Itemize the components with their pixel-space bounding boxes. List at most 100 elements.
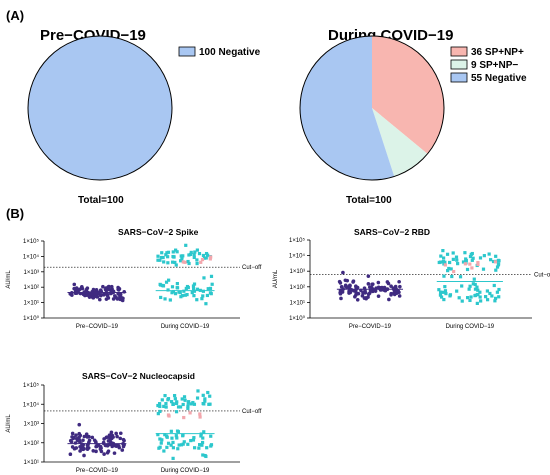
data-point: [195, 248, 199, 252]
data-point: [493, 260, 498, 264]
pie-total-pre-covid: Total=100: [78, 195, 124, 206]
data-point: [397, 279, 401, 284]
y-tick-label: 1×10⁵: [23, 238, 40, 245]
data-point: [69, 439, 74, 444]
panel-label-b: (B): [6, 206, 24, 221]
data-point: [438, 293, 443, 297]
data-point: [174, 434, 178, 438]
data-point: [446, 269, 450, 273]
data-point: [496, 263, 501, 267]
data-point: [72, 286, 76, 291]
data-point: [156, 254, 160, 258]
data-point: [209, 274, 214, 278]
data-point: [448, 260, 452, 265]
data-point: [94, 441, 98, 445]
data-point: [183, 398, 187, 402]
data-point: [478, 295, 482, 299]
data-point: [188, 411, 192, 415]
data-point: [82, 290, 87, 294]
data-point: [166, 441, 171, 445]
data-point: [475, 285, 479, 289]
data-point: [442, 297, 446, 302]
y-tick-label: 1×10²: [23, 285, 39, 291]
data-point: [454, 255, 459, 259]
data-point: [351, 280, 355, 284]
legend-swatch-100-negative: [178, 46, 196, 57]
data-point: [183, 293, 187, 297]
data-point: [366, 282, 371, 286]
data-point: [204, 251, 209, 256]
data-point: [464, 258, 468, 263]
data-point: [441, 249, 445, 253]
data-point: [442, 256, 446, 260]
data-point: [470, 258, 474, 262]
data-point: [455, 289, 459, 293]
data-point: [451, 251, 455, 255]
data-point: [121, 444, 126, 449]
pie-slices-pre-covid: [27, 35, 173, 181]
data-point: [195, 261, 199, 266]
data-point: [156, 412, 160, 416]
data-point: [208, 257, 212, 261]
data-point: [490, 294, 494, 298]
data-point: [176, 405, 181, 409]
data-point: [200, 297, 204, 301]
scatter-plot-rbd: SARS−CoV−2 RBD 1×10⁰ 1×10¹ 1×10² 1×10³ 1×10⁴…: [273, 227, 550, 330]
data-point: [112, 443, 117, 448]
data-point: [120, 448, 125, 452]
data-point: [85, 286, 90, 290]
data-point: [122, 290, 127, 294]
legend-label-36-sp-np: 36 SP+NP+: [471, 47, 524, 58]
data-point: [102, 452, 106, 456]
data-point: [348, 290, 353, 295]
data-point: [442, 274, 446, 278]
data-point: [487, 252, 491, 256]
data-point: [186, 404, 190, 408]
data-point: [182, 440, 186, 444]
data-point: [165, 435, 169, 439]
data-point: [450, 274, 454, 279]
data-point: [497, 287, 501, 292]
data-point: [205, 446, 209, 450]
data-point: [210, 282, 214, 286]
data-point: [192, 402, 197, 406]
data-point: [73, 441, 78, 445]
data-point: [192, 436, 196, 440]
data-point: [174, 263, 178, 267]
data-point: [491, 259, 496, 264]
data-point: [476, 260, 480, 265]
cutoff-label: Cut−off: [242, 409, 262, 415]
data-point: [470, 266, 474, 270]
data-point: [191, 438, 196, 442]
data-point: [182, 289, 186, 293]
data-point: [156, 403, 160, 408]
data-point: [439, 254, 443, 258]
data-point: [195, 287, 200, 291]
data-point: [485, 298, 490, 302]
data-point: [187, 253, 191, 257]
x-category-label-during-covid-19: During COVID−19: [161, 468, 210, 474]
data-point: [185, 292, 189, 297]
y-tick-label: 1×10²: [289, 285, 305, 291]
data-point: [113, 294, 117, 298]
data-point: [198, 412, 202, 416]
data-point: [468, 254, 473, 259]
data-point: [180, 294, 185, 298]
data-point: [160, 438, 164, 442]
data-point: [457, 296, 461, 300]
scatter-title-spike: SARS−CoV−2 Spike: [118, 227, 199, 237]
data-point: [205, 293, 210, 298]
data-point: [497, 295, 501, 299]
data-point: [208, 394, 212, 398]
data-point: [397, 294, 402, 298]
data-point: [372, 288, 376, 293]
data-point: [473, 282, 477, 287]
data-point: [173, 397, 177, 401]
data-point: [455, 258, 459, 262]
data-point: [195, 258, 199, 262]
data-point: [183, 260, 187, 264]
data-point: [339, 284, 344, 289]
data-point: [196, 389, 200, 393]
data-point: [162, 260, 166, 264]
data-point: [184, 286, 188, 291]
